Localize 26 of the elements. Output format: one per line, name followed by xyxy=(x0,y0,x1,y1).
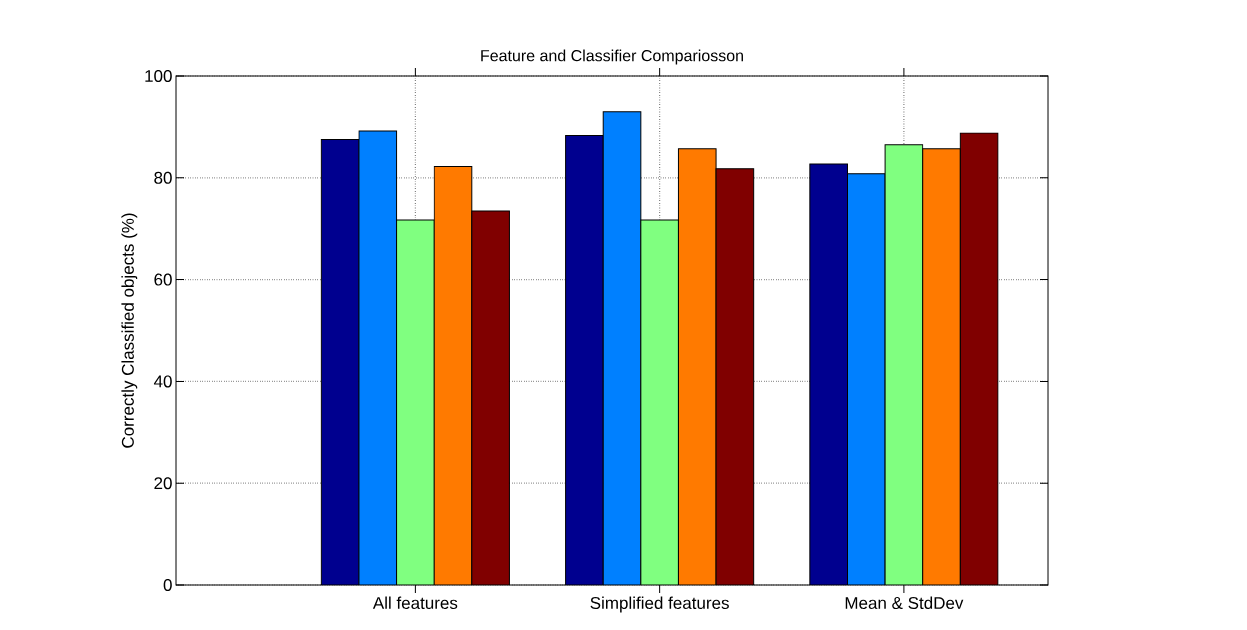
x-tick-label: All features xyxy=(372,596,458,610)
y-tick-label: 0 xyxy=(163,578,172,592)
bar xyxy=(715,168,755,585)
bar xyxy=(922,148,961,585)
bar xyxy=(640,219,679,585)
bar xyxy=(846,173,886,585)
y-tick-label: 60 xyxy=(154,273,172,286)
bar xyxy=(809,163,848,585)
bar xyxy=(959,132,999,585)
bar xyxy=(677,148,717,585)
bar xyxy=(321,139,359,585)
y-tick-label: 80 xyxy=(154,171,172,184)
bar xyxy=(434,166,472,585)
bar xyxy=(358,130,397,585)
bar xyxy=(396,220,435,585)
bar xyxy=(565,135,604,585)
x-tick-label: Mean & StdDev xyxy=(845,596,964,610)
chart-title: Feature and Classifier Compariosson xyxy=(481,49,743,65)
bar xyxy=(471,210,510,585)
y-axis-title: Correctly Classified objects (%) xyxy=(121,213,138,448)
bar xyxy=(884,144,924,585)
y-tick-label: 20 xyxy=(154,477,172,490)
y-tick-label: 100 xyxy=(145,69,172,83)
y-tick-label: 40 xyxy=(153,375,172,388)
x-tick-label: Simplified features xyxy=(590,596,729,613)
bar xyxy=(602,111,642,585)
